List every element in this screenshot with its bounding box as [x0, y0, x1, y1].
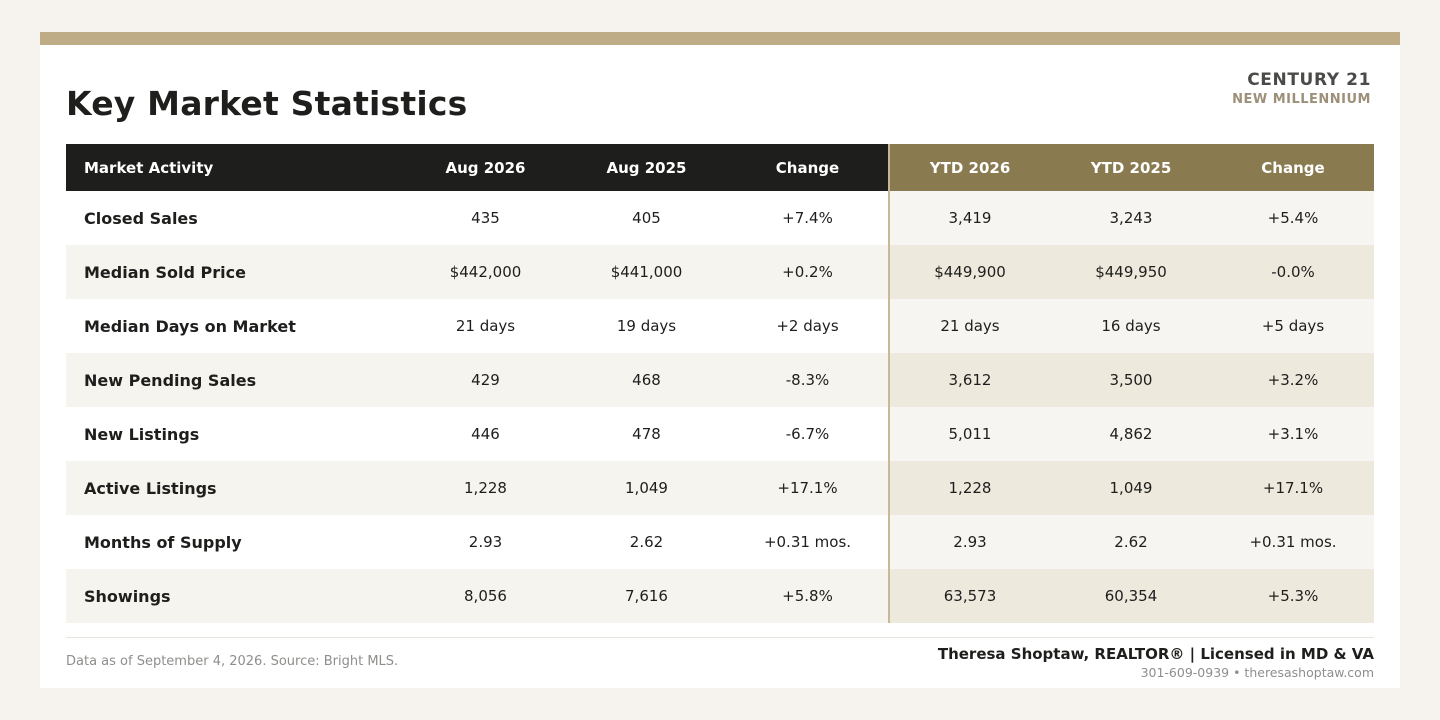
metric-label: Showings [66, 569, 405, 623]
table-cell: +5.8% [727, 569, 889, 623]
table-cell: 3,243 [1050, 191, 1212, 245]
table-row: Median Days on Market 21 days 19 days +2 da… [66, 299, 1374, 353]
page-title: Key Market Statistics [66, 84, 468, 123]
column-header: Change [1212, 144, 1374, 191]
table-cell: -0.0% [1212, 245, 1374, 299]
table-cell: 63,573 [888, 569, 1050, 623]
metric-label: Months of Supply [66, 515, 405, 569]
table-cell: +0.31 mos. [727, 515, 889, 569]
metric-label: Closed Sales [66, 191, 405, 245]
accent-bar [40, 32, 1400, 45]
column-header: YTD 2025 [1050, 144, 1212, 191]
table-cell: +17.1% [727, 461, 889, 515]
table-cell: 3,612 [888, 353, 1050, 407]
table-cell: +7.4% [727, 191, 889, 245]
table-row: Active Listings 1,228 1,049 +17.1% 1,228 1,04… [66, 461, 1374, 515]
brand-subtitle: NEW MILLENNIUM [1232, 92, 1371, 107]
table-row: New Pending Sales 429 468 -8.3% 3,612 3,500 +3… [66, 353, 1374, 407]
table-row: Months of Supply 2.93 2.62 +0.31 mos. 2.93 2.… [66, 515, 1374, 569]
metric-label: New Listings [66, 407, 405, 461]
agent-info: Theresa Shoptaw, REALTOR® | Licensed in … [938, 644, 1374, 682]
table-cell: 16 days [1050, 299, 1212, 353]
table-cell: 478 [566, 407, 727, 461]
table-cell: +0.31 mos. [1212, 515, 1374, 569]
table-cell: 60,354 [1050, 569, 1212, 623]
table-cell: $449,950 [1050, 245, 1212, 299]
table-cell: +5 days [1212, 299, 1374, 353]
stats-card: Key Market Statistics CENTURY 21 NEW MIL… [40, 32, 1400, 688]
column-header: Aug 2026 [405, 144, 566, 191]
table-row: Closed Sales 435 405 +7.4% 3,419 3,243 +5.4% [66, 191, 1374, 245]
table-row: New Listings 446 478 -6.7% 5,011 4,862 +3.1% [66, 407, 1374, 461]
table-cell: 19 days [566, 299, 727, 353]
table-cell: +5.4% [1212, 191, 1374, 245]
table-cell: +17.1% [1212, 461, 1374, 515]
metric-label: Median Sold Price [66, 245, 405, 299]
table-header-row: Market Activity Aug 2026 Aug 2025 Change… [66, 144, 1374, 191]
table-cell: 4,862 [1050, 407, 1212, 461]
metric-label: New Pending Sales [66, 353, 405, 407]
table-cell: 2.93 [405, 515, 566, 569]
table-cell: 21 days [405, 299, 566, 353]
table-cell: 446 [405, 407, 566, 461]
table-cell: -6.7% [727, 407, 889, 461]
table-cell: 2.62 [566, 515, 727, 569]
table-row: Median Sold Price $442,000 $441,000 +0.2% $4… [66, 245, 1374, 299]
column-header: Market Activity [66, 144, 405, 191]
table-row: Showings 8,056 7,616 +5.8% 63,573 60,354 +5.3% [66, 569, 1374, 623]
table-cell: 2.62 [1050, 515, 1212, 569]
table-cell: +3.1% [1212, 407, 1374, 461]
data-source-note: Data as of September 4, 2026. Source: Br… [66, 654, 399, 669]
agent-name: Theresa Shoptaw, REALTOR® | Licensed in … [937, 645, 1374, 663]
table-cell: 3,500 [1050, 353, 1212, 407]
table-cell: -8.3% [727, 353, 889, 407]
table-cell: +5.3% [1212, 569, 1374, 623]
table-cell: 3,419 [888, 191, 1050, 245]
table-body: Closed Sales 435 405 +7.4% 3,419 3,243 +5.4% Me… [66, 191, 1374, 623]
brand-logo: CENTURY 21 NEW MILLENNIUM [1232, 70, 1371, 109]
table-cell: +0.2% [727, 245, 889, 299]
table-cell: 468 [566, 353, 727, 407]
table-cell: 21 days [888, 299, 1050, 353]
column-header: YTD 2026 [888, 144, 1050, 191]
table-cell: $441,000 [566, 245, 727, 299]
brand-name: CENTURY 21 [1247, 70, 1371, 90]
column-header: Aug 2025 [566, 144, 727, 191]
table-cell: 5,011 [888, 407, 1050, 461]
table-cell: 1,049 [1050, 461, 1212, 515]
table-cell: 1,228 [405, 461, 566, 515]
table-cell: 7,616 [566, 569, 727, 623]
table-cell: 1,049 [566, 461, 727, 515]
table-cell: $449,900 [888, 245, 1050, 299]
table-cell: +2 days [727, 299, 889, 353]
table-cell: 2.93 [888, 515, 1050, 569]
agent-contact: 301-609-0939 • theresashoptaw.com [1140, 665, 1374, 680]
table-cell: 8,056 [405, 569, 566, 623]
table-cell: 405 [566, 191, 727, 245]
table-cell: 429 [405, 353, 566, 407]
table-cell: +3.2% [1212, 353, 1374, 407]
metric-label: Median Days on Market [66, 299, 405, 353]
column-header: Change [727, 144, 889, 191]
market-statistics-table: Market Activity Aug 2026 Aug 2025 Change… [66, 144, 1374, 623]
metric-label: Active Listings [66, 461, 405, 515]
table-cell: 435 [405, 191, 566, 245]
table-cell: 1,228 [888, 461, 1050, 515]
table-cell: $442,000 [405, 245, 566, 299]
footer-divider [66, 637, 1374, 638]
